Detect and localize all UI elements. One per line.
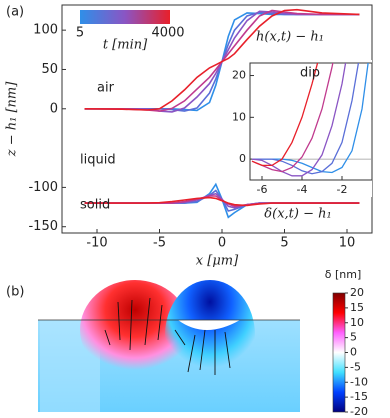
- plot-frame: [249, 62, 373, 181]
- y-tick-label: 50: [41, 62, 58, 77]
- inset-title: dip: [300, 66, 320, 81]
- colorbar-tick-label: -20: [350, 405, 368, 418]
- y-tick-label: 0: [50, 101, 58, 116]
- x-tick-label: -4: [297, 183, 308, 196]
- y-tick-label: 0: [239, 152, 246, 165]
- colorbar-tick-label: -10: [350, 375, 368, 388]
- time-colorbar: [80, 10, 170, 24]
- colorbar-tick-label: 15: [350, 301, 364, 314]
- y-tick-label: -150: [28, 219, 58, 234]
- y-tick-label: 20: [232, 69, 246, 82]
- x-axis-label: x [μm]: [196, 254, 239, 269]
- curve: [252, 63, 360, 175]
- panel-b: (b) 20 15 10 5 0-5 -10 -15 -20 δ [nm]: [6, 268, 368, 418]
- colorbar-tick-label: -5: [350, 360, 361, 373]
- x-tick-label: -6: [257, 183, 268, 196]
- annotation: h(x,t) − h₁: [256, 30, 324, 45]
- delta-colorbar: [332, 292, 346, 413]
- annotation: δ(x,t) − h₁: [264, 207, 331, 222]
- colorbar-tick-label: 5: [350, 331, 357, 344]
- annotation: air: [97, 81, 115, 96]
- x-tick-label: -2: [337, 183, 348, 196]
- colorbar-title: t [min]: [103, 38, 148, 53]
- annotation: liquid: [80, 153, 116, 168]
- y-tick-label: 10: [232, 110, 246, 123]
- colorbar-title: δ [nm]: [325, 268, 362, 281]
- x-tick-label: 0: [218, 236, 226, 251]
- y-tick-label: 100: [33, 23, 58, 38]
- curves: [84, 8, 360, 219]
- inset: -6 -4 -2 0 10 20 dip: [232, 60, 373, 197]
- curve: [84, 8, 360, 111]
- curve: [84, 196, 360, 207]
- inset-background: [238, 60, 372, 197]
- curves: [251, 63, 369, 177]
- annotation: solid: [80, 198, 110, 213]
- colorbar-tick-label: -15: [350, 390, 368, 403]
- curve: [251, 63, 334, 173]
- x-tick-label: 5: [280, 236, 288, 251]
- colorbar-tick-label: 20: [350, 286, 364, 299]
- colorbar-min: 5: [76, 26, 84, 41]
- colorbar-tick-label: 10: [350, 316, 364, 329]
- x-tick-label: -10: [86, 236, 107, 251]
- field-image: [38, 280, 300, 412]
- curve: [251, 63, 319, 167]
- panel-label: (a): [6, 5, 24, 20]
- colorbar-max: 4000: [151, 26, 184, 41]
- panel-label: (b): [6, 285, 24, 300]
- y-tick-label: -100: [28, 180, 58, 195]
- y-axis-label: z − h₁ [nm]: [5, 81, 20, 157]
- x-tick-label: 10: [339, 236, 356, 251]
- colorbar-tick-label: 0: [350, 346, 357, 359]
- x-tick-label: -5: [153, 236, 166, 251]
